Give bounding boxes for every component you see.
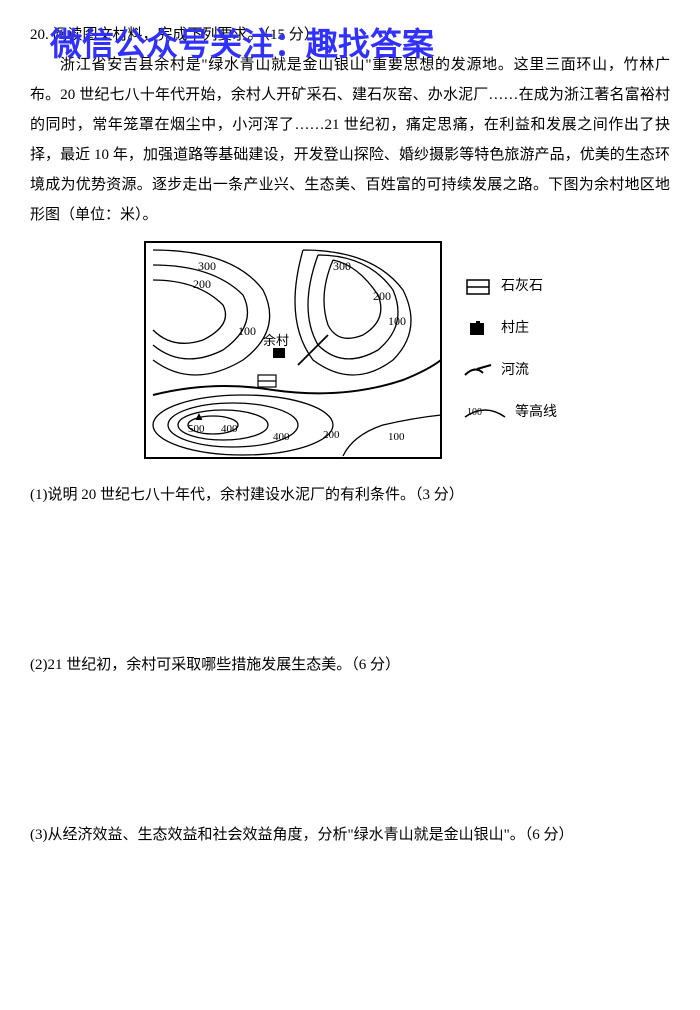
svg-text:100: 100 (388, 314, 406, 328)
svg-text:100: 100 (238, 324, 256, 338)
svg-text:200: 200 (323, 429, 340, 441)
legend-label: 石灰石 (501, 273, 543, 301)
question-intro: 阅读图文材料，完成下列要求。（15 分） (53, 27, 319, 43)
village-icon (463, 319, 493, 339)
question-block: 20. 阅读图文材料，完成下列要求。（15 分） 浙江省安吉县余村是"绿水青山就… (30, 20, 670, 230)
svg-text:200: 200 (373, 289, 391, 303)
legend-river: 河流 (463, 357, 557, 385)
passage-text: 浙江省安吉县余村是"绿水青山就是金山银山"重要思想的发源地。这里三面环山，竹林广… (30, 50, 670, 230)
legend-label: 河流 (501, 357, 529, 385)
svg-text:400: 400 (273, 431, 290, 443)
svg-text:▲: ▲ (193, 409, 205, 423)
svg-text:300: 300 (333, 259, 351, 273)
map-legend: 石灰石 村庄 河流 100 等高线 (463, 273, 557, 427)
legend-label: 等高线 (515, 399, 557, 427)
legend-contour: 100 等高线 (463, 399, 557, 427)
sub-question-2: (2)21 世纪初，余村可采取哪些措施发展生态美。（6 分） (30, 650, 670, 680)
svg-text:100: 100 (467, 407, 482, 418)
svg-text:500: 500 (188, 423, 205, 435)
question-number: 20. (30, 27, 49, 43)
svg-text:300: 300 (198, 259, 216, 273)
figure-row: 300 200 100 300 100 200 余村 ▲ 500 400 400… (30, 240, 670, 460)
svg-text:余村: 余村 (263, 333, 289, 348)
river-icon (463, 361, 493, 381)
svg-text:200: 200 (193, 277, 211, 291)
svg-text:400: 400 (221, 423, 238, 435)
sub-question-1: (1)说明 20 世纪七八十年代，余村建设水泥厂的有利条件。（3 分） (30, 480, 670, 510)
contour-icon: 100 (463, 403, 507, 423)
legend-village: 村庄 (463, 315, 557, 343)
sub-question-3: (3)从经济效益、生态效益和社会效益角度，分析"绿水青山就是金山银山"。（6 分… (30, 820, 670, 850)
legend-label: 村庄 (501, 315, 529, 343)
topographic-map: 300 200 100 300 100 200 余村 ▲ 500 400 400… (143, 240, 443, 460)
svg-text:100: 100 (388, 431, 405, 443)
limestone-icon (463, 277, 493, 297)
legend-limestone: 石灰石 (463, 273, 557, 301)
